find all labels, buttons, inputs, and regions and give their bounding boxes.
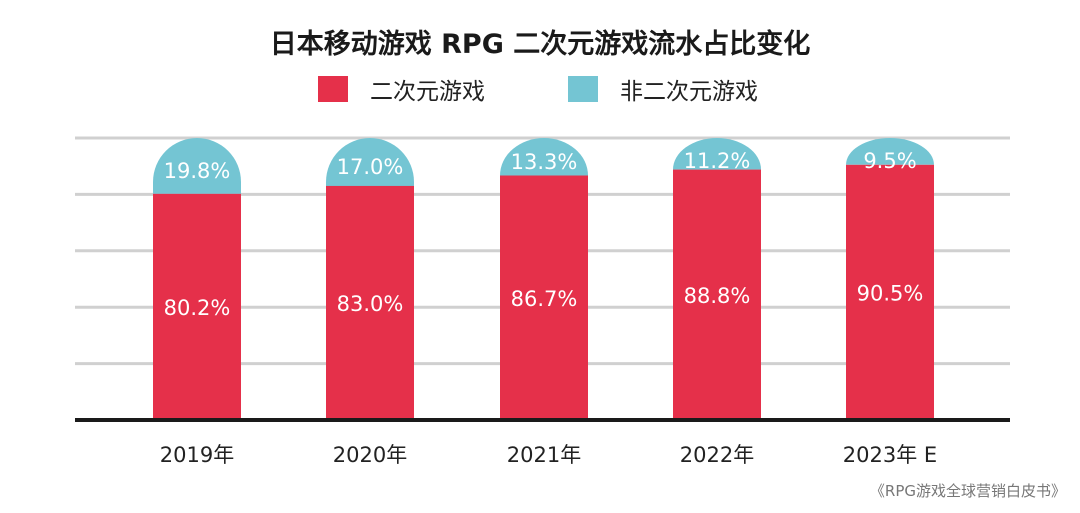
legend-item-non-anime: 非二次元游戏 (568, 72, 758, 106)
x-tick-label: 2020年 (333, 443, 407, 467)
data-label-anime: 86.7% (511, 287, 578, 311)
legend-item-anime: 二次元游戏 (318, 72, 485, 106)
bar-anime (846, 164, 934, 420)
source-note: 《RPG游戏全球营销白皮书》 (869, 482, 1066, 500)
data-label-non-anime: 17.0% (337, 155, 404, 179)
data-label-anime: 88.8% (684, 284, 751, 308)
data-label-non-anime: 13.3% (511, 150, 578, 174)
chart-title: 日本移动游戏 RPG 二次元游戏流水占比变化 (269, 29, 811, 60)
bar-non-anime (153, 138, 241, 194)
x-tick-label: 2021年 (507, 443, 581, 467)
legend-swatch (568, 76, 598, 102)
x-tick-label: 2019年 (160, 443, 234, 467)
bar-non-anime (846, 138, 934, 165)
data-label-anime: 90.5% (857, 281, 924, 305)
legend-swatch (318, 76, 348, 102)
data-label-non-anime: 19.8% (164, 159, 231, 183)
data-label-anime: 80.2% (164, 296, 231, 320)
data-label-non-anime: 11.2% (684, 149, 751, 173)
legend-label: 二次元游戏 (370, 79, 485, 105)
legend-label: 非二次元游戏 (620, 79, 758, 105)
bar-anime (673, 169, 761, 420)
bar-anime (326, 185, 414, 420)
bar-anime (153, 193, 241, 420)
bar-non-anime (326, 138, 414, 186)
bar-non-anime (500, 137, 588, 176)
data-label-non-anime: 9.5% (863, 149, 916, 173)
bar-non-anime (673, 138, 761, 170)
data-label-anime: 83.0% (337, 292, 404, 316)
bar-anime (500, 175, 588, 420)
x-tick-label: 2023年 E (843, 443, 937, 467)
x-tick-label: 2022年 (680, 443, 754, 467)
